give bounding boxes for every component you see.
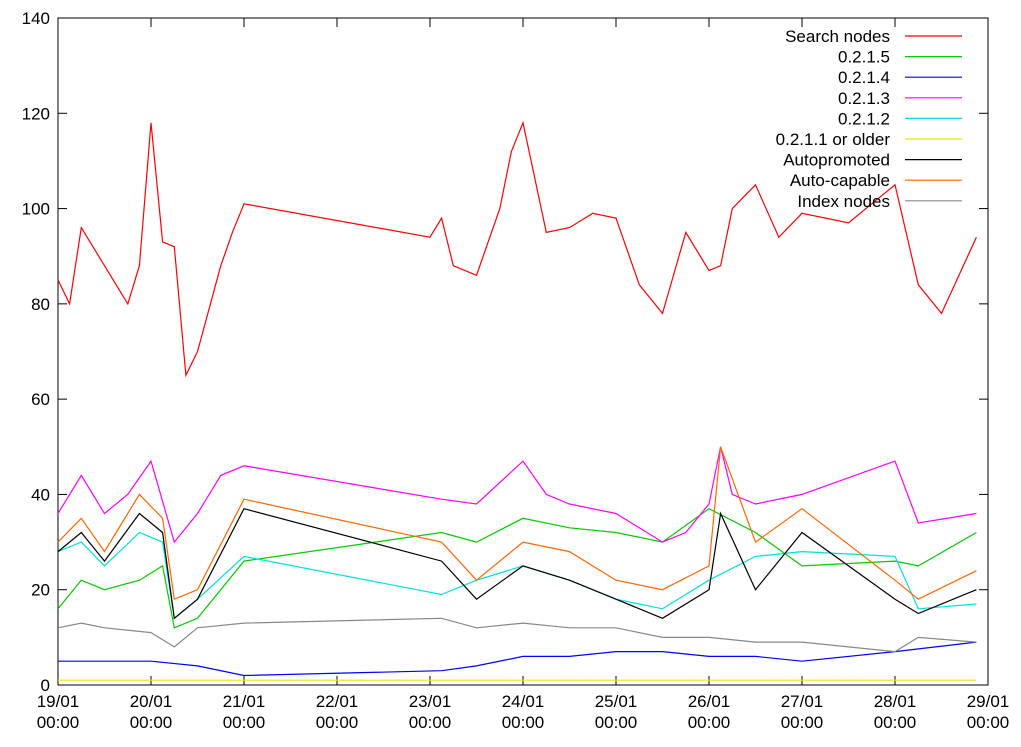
legend-label: Auto-capable <box>790 171 890 190</box>
legend-label: Search nodes <box>785 27 890 46</box>
legend: Search nodes 0.2.1.50.2.1.4 0.2.1.30.2.1.2… <box>776 27 962 211</box>
x-tick-date-label: 19/01 <box>37 692 80 711</box>
x-tick-date-label: 20/01 <box>130 692 173 711</box>
series-line-4 <box>57 531 977 620</box>
x-tick-time-label: 00:00 <box>223 713 266 732</box>
x-tick-date-label: 28/01 <box>874 692 917 711</box>
legend-label: Autopromoted <box>783 151 890 170</box>
x-tick-date-label: 21/01 <box>223 692 266 711</box>
x-tick-time-label: 00:00 <box>502 713 545 732</box>
x-tick-time-label: 00:00 <box>316 713 359 732</box>
legend-label: Index nodes <box>797 192 890 211</box>
x-tick-date-label: 29/01 <box>967 692 1010 711</box>
series-line-7 <box>57 446 977 601</box>
series-line-0 <box>57 120 977 378</box>
y-tick-label: 40 <box>31 485 50 504</box>
x-tick-date-label: 27/01 <box>781 692 824 711</box>
x-tick-time-label: 00:00 <box>130 713 173 732</box>
y-tick-label: 60 <box>31 390 50 409</box>
series-line-3 <box>57 446 977 544</box>
legend-label: 0.2.1.2 <box>838 109 890 128</box>
x-tick-time-label: 00:00 <box>781 713 824 732</box>
x-tick-date-label: 22/01 <box>316 692 359 711</box>
x-tick-time-label: 00:00 <box>967 713 1010 732</box>
x-tick-time-label: 00:00 <box>409 713 452 732</box>
x-tick-time-label: 00:00 <box>595 713 638 732</box>
y-tick-label: 120 <box>22 104 50 123</box>
x-tick-date-label: 25/01 <box>595 692 638 711</box>
y-axis: 0 20 40 60 80 100 120 140 <box>22 9 988 695</box>
legend-label: 0.2.1.1 or older <box>776 130 891 149</box>
series-line-8 <box>57 617 977 653</box>
x-axis: 19/01 00:00 20/01 00:00 21/01 00:00 22/01 00:00… <box>37 18 1010 732</box>
y-tick-label: 80 <box>31 295 50 314</box>
x-tick-date-label: 23/01 <box>409 692 452 711</box>
series-line-2 <box>58 641 977 677</box>
y-tick-label: 140 <box>22 9 50 28</box>
x-tick-time-label: 00:00 <box>874 713 917 732</box>
legend-label: 0.2.1.5 <box>838 48 890 67</box>
x-tick-time-label: 00:00 <box>37 713 80 732</box>
series-line-1 <box>57 507 977 629</box>
x-tick-date-label: 26/01 <box>688 692 731 711</box>
series-line-6 <box>57 507 977 620</box>
y-tick-label: 20 <box>31 581 50 600</box>
x-tick-date-label: 24/01 <box>502 692 545 711</box>
y-tick-label: 0 <box>41 676 50 695</box>
legend-label: 0.2.1.3 <box>838 89 890 108</box>
legend-label: 0.2.1.4 <box>838 68 890 87</box>
x-tick-time-label: 00:00 <box>688 713 731 732</box>
y-tick-label: 100 <box>22 200 50 219</box>
series-layer <box>57 120 977 681</box>
